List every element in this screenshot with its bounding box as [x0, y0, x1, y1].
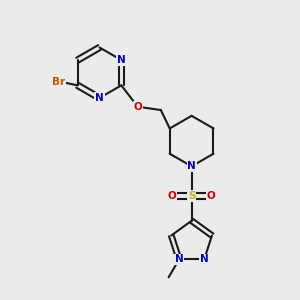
Text: O: O — [168, 191, 177, 201]
Text: O: O — [207, 191, 215, 201]
Text: N: N — [175, 254, 183, 265]
Text: O: O — [133, 102, 142, 112]
Text: N: N — [187, 161, 196, 171]
Text: N: N — [117, 55, 126, 65]
Text: S: S — [188, 191, 195, 201]
Text: N: N — [200, 254, 208, 265]
Text: Br: Br — [52, 77, 65, 88]
Text: N: N — [95, 93, 104, 103]
